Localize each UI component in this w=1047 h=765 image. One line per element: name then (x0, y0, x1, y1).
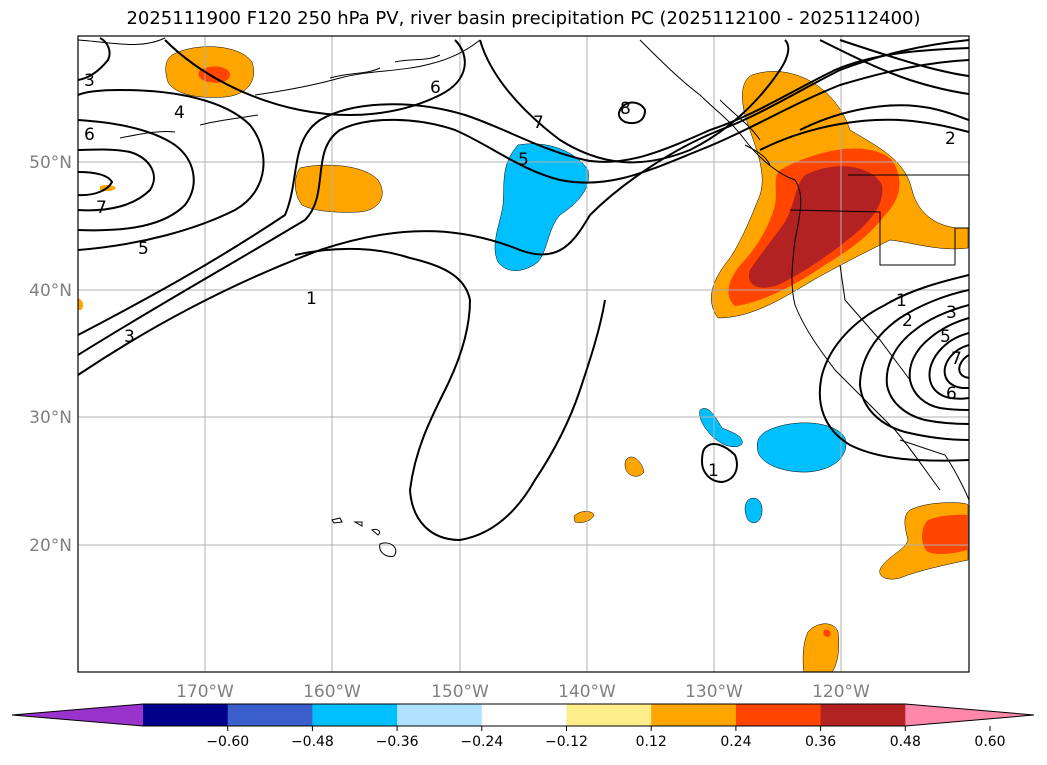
lon-label-140w: 140°W (558, 682, 616, 702)
precip-fill-red-orange (198, 66, 230, 83)
lat-label-30n: 30°N (29, 408, 72, 428)
colorbar-extend-high (905, 704, 1034, 726)
lat-label-50n: 50°N (29, 153, 72, 173)
colorbar-swatch (820, 704, 906, 726)
colorbar-swatch (143, 704, 229, 726)
colorbar: −0.60 −0.48 −0.36 −0.24 −0.12 0.12 0.24 0.36 0.4… (11, 703, 1035, 750)
map-title: 2025111900 F120 250 hPa PV, river basin … (126, 8, 921, 29)
contour-label: 6 (946, 384, 957, 404)
colorbar-swatch (397, 704, 483, 726)
lon-label-120w: 120°W (812, 682, 870, 702)
longitude-axis: 170°W 160°W 150°W 140°W 130°W 120°W (176, 682, 870, 702)
colorbar-swatch (566, 704, 652, 726)
contour-label: 5 (138, 239, 149, 259)
precip-fill-orange (573, 511, 595, 523)
precip-fill-cyan (757, 422, 847, 473)
precip-fill-orange (78, 298, 84, 310)
colorbar-tick-label: −0.36 (376, 734, 419, 750)
colorbar-tick-label: 0.48 (890, 734, 921, 750)
precip-fill-cyan (494, 143, 589, 271)
colorbar-tick-label: −0.12 (545, 734, 588, 750)
colorbar-swatch (651, 704, 737, 726)
contour-label: 6 (430, 78, 441, 98)
precip-fill-red-orange (922, 514, 968, 554)
pv-contours (78, 37, 969, 542)
contour-label: 1 (306, 289, 317, 309)
colorbar-swatch (227, 704, 313, 726)
contour-label: 5 (518, 150, 529, 170)
contour-label: 1 (708, 461, 719, 481)
precip-fill-dark-red (748, 166, 883, 288)
precip-fill-red-orange (823, 629, 831, 637)
contour-label: 5 (940, 327, 951, 347)
colorbar-swatch (481, 704, 567, 726)
contour-label: 3 (124, 327, 135, 347)
colorbar-extend-low (12, 704, 143, 726)
map-area: 3 4 6 7 5 3 1 6 7 8 5 2 1 2 3 5 7 6 1 (78, 36, 969, 672)
contour-label: 1 (896, 291, 907, 311)
precip-fill-cyan (744, 497, 763, 523)
lat-label-40n: 40°N (29, 281, 72, 301)
lat-label-20n: 20°N (29, 536, 72, 556)
contour-label: 4 (174, 103, 185, 123)
latitude-axis: 50°N 40°N 30°N 20°N (29, 153, 72, 556)
lon-label-160w: 160°W (303, 682, 361, 702)
contour-label: 2 (945, 129, 956, 149)
colorbar-tick-label: −0.48 (291, 734, 334, 750)
colorbar-tick-label: 0.24 (720, 734, 751, 750)
contour-label: 6 (84, 125, 95, 145)
map-frame (77, 35, 970, 673)
colorbar-outline (11, 703, 1035, 727)
contour-label: 2 (902, 311, 913, 331)
lon-label-170w: 170°W (176, 682, 234, 702)
colorbar-tick-label: −0.60 (206, 734, 249, 750)
colorbar-swatch (735, 704, 822, 726)
coastlines (78, 37, 969, 501)
contour-label: 3 (946, 303, 957, 323)
contour-labels: 3 4 6 7 5 3 1 6 7 8 5 2 1 2 3 5 7 6 1 (84, 71, 962, 481)
contour-label: 8 (620, 99, 631, 119)
colorbar-tick-label: 0.12 (636, 734, 667, 750)
colorbar-swatch (312, 704, 398, 726)
lon-label-130w: 130°W (685, 682, 743, 702)
precip-fill-orange (624, 456, 645, 477)
precip-fill-cyan (699, 408, 743, 447)
hawaii-islands (331, 517, 397, 557)
colorbar-tick-label: −0.24 (460, 734, 503, 750)
contour-label: 7 (951, 349, 962, 369)
precip-fill-layer (78, 46, 969, 672)
lon-label-150w: 150°W (431, 682, 489, 702)
colorbar-tick-label: 0.36 (805, 734, 836, 750)
contour-label: 7 (533, 113, 544, 133)
contour-label: 7 (96, 198, 107, 218)
contour-label: 3 (84, 71, 95, 91)
colorbar-tick-label: 0.60 (974, 734, 1005, 750)
graticule (78, 36, 969, 672)
